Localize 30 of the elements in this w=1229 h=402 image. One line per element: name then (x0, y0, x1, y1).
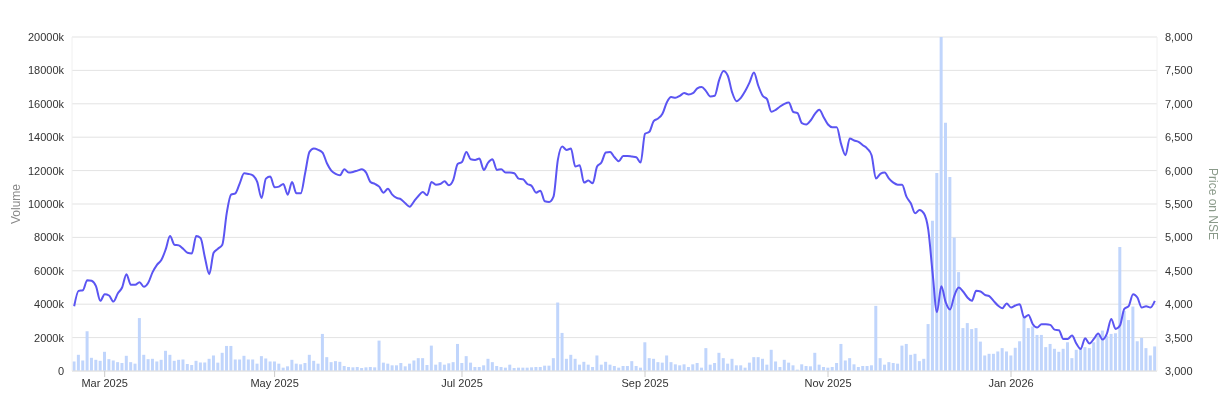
x-tick-label: Mar 2025 (81, 376, 128, 389)
y2-tick-label: 6,000 (1165, 164, 1193, 177)
y-tick-label: 20000k (27, 30, 65, 43)
y2-tick-label: 7,000 (1165, 97, 1193, 110)
x-tick-label: Nov 2025 (804, 376, 852, 389)
x-tick-label: Jul 2025 (441, 376, 483, 389)
x-tick-label: Sep 2025 (621, 376, 669, 389)
x-tick-label: May 2025 (250, 376, 299, 389)
y-axis-title: Volume (9, 183, 24, 225)
y2-tick-label: 7,500 (1165, 64, 1193, 77)
y-tick-label: 0 (57, 364, 64, 377)
y-tick-label: 10000k (27, 197, 65, 210)
y2-tick-label: 4,000 (1165, 298, 1193, 311)
y-tick-label: 2000k (34, 331, 65, 344)
y-tick-label: 8000k (34, 231, 65, 244)
y2-tick-label: 3,000 (1165, 364, 1193, 377)
y-tick-label: 18000k (27, 64, 65, 77)
y2-axis-title: Price on NSE (1205, 167, 1220, 241)
y-tick-label: 14000k (27, 131, 65, 144)
x-tick-label: Jan 2026 (988, 376, 1034, 389)
y2-tick-label: 5,000 (1165, 231, 1193, 244)
y2-tick-label: 4,500 (1165, 264, 1193, 277)
y2-tick-label: 8,000 (1165, 30, 1193, 43)
y2-tick-label: 6,500 (1165, 131, 1193, 144)
y-tick-label: 16000k (27, 97, 65, 110)
y-tick-label: 6000k (34, 264, 65, 277)
y2-tick-label: 3,500 (1165, 331, 1193, 344)
y-tick-label: 12000k (27, 164, 65, 177)
y-tick-label: 4000k (34, 298, 65, 311)
y2-tick-label: 5,500 (1165, 197, 1193, 210)
